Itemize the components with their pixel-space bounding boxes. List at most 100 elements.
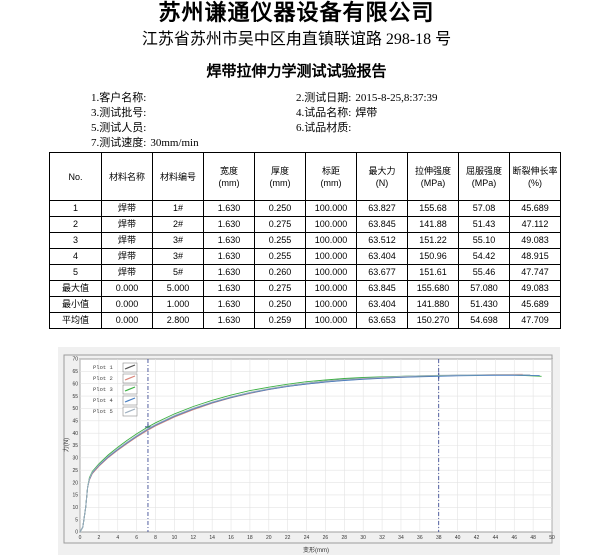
table-cell: 155.68 xyxy=(407,200,459,217)
table-cell: 63.677 xyxy=(356,264,408,281)
y-axis-label: 力(N) xyxy=(62,438,70,452)
info-batch: 3.测试批号: xyxy=(91,107,150,120)
table-row: 2 焊带 2# 1.630 0.275 100.000 63.845 141.88 51.43 4… xyxy=(49,216,561,233)
series-group xyxy=(79,373,542,533)
table-cell: 1.630 xyxy=(203,232,255,249)
speed-label: 7.测试速度: xyxy=(91,137,147,149)
tester-label: 5.测试人员: xyxy=(91,122,147,134)
x-tick-label: 36 xyxy=(417,535,423,541)
table-header-cell: 材料编号 xyxy=(152,152,204,201)
table-cell: 151.22 xyxy=(407,232,459,249)
table-cell: 0.259 xyxy=(254,312,306,329)
series-line-4 xyxy=(79,374,540,533)
material-label: 6.试品材质: xyxy=(296,122,352,134)
y-tick-label: 0 xyxy=(75,530,78,536)
x-tick-label: 40 xyxy=(455,535,461,541)
legend-label: Plot 5 xyxy=(93,408,113,415)
info-date: 2.测试日期: 2015-8-25,8:37:39 xyxy=(296,92,438,105)
x-tick-label: 0 xyxy=(79,535,82,541)
x-tick-label: 2 xyxy=(97,535,100,541)
table-row: 4 焊带 3# 1.630 0.255 100.000 63.404 150.96 54.42 4… xyxy=(49,248,561,265)
table-cell: 51.430 xyxy=(458,296,510,313)
table-cell: 63.404 xyxy=(356,248,408,265)
legend-swatch-line xyxy=(124,397,136,403)
table-header-cell: 标距 (mm) xyxy=(305,152,357,201)
table-cell: 1.630 xyxy=(203,248,255,265)
y-tick-label: 50 xyxy=(72,406,78,412)
table-header-cell: 厚度 (mm) xyxy=(254,152,306,201)
table-cell: 63.845 xyxy=(356,216,408,233)
table-cell: 141.88 xyxy=(407,216,459,233)
table-cell: 0.000 xyxy=(101,312,153,329)
table-cell: 4 xyxy=(49,248,102,265)
table-row: 最小值 0.000 1.000 1.630 0.250 100.000 63.404 141.… xyxy=(49,296,561,313)
table-cell: 47.747 xyxy=(509,264,561,281)
table-cell: 63.512 xyxy=(356,232,408,249)
x-tick-label: 18 xyxy=(247,535,253,541)
table-cell: 平均值 xyxy=(49,312,102,329)
table-header-cell: No. xyxy=(49,152,102,201)
table-cell: 100.000 xyxy=(305,280,357,297)
legend-swatch-line xyxy=(124,364,136,370)
table-cell: 63.404 xyxy=(356,296,408,313)
table-body: 1 焊带 1# 1.630 0.250 100.000 63.827 155.68 57.08 4… xyxy=(49,200,561,329)
table-cell: 47.112 xyxy=(509,216,561,233)
x-tick-label: 34 xyxy=(398,535,404,541)
y-tick-label: 25 xyxy=(72,468,78,474)
table-header-cell: 宽度 (mm) xyxy=(203,152,255,201)
table-cell: 1.630 xyxy=(203,200,255,217)
y-tick-label: 60 xyxy=(72,381,78,387)
table-cell: 2 xyxy=(49,216,102,233)
table-header-cell: 断裂伸长率 (%) xyxy=(509,152,561,201)
table-cell: 0.000 xyxy=(101,280,153,297)
x-tick-label: 30 xyxy=(360,535,366,541)
y-tick-label: 70 xyxy=(72,357,78,363)
table-cell: 155.680 xyxy=(407,280,459,297)
table-cell: 55.10 xyxy=(458,232,510,249)
table-cell: 1.000 xyxy=(152,296,204,313)
table-cell: 1.630 xyxy=(203,296,255,313)
x-tick-label: 48 xyxy=(530,535,536,541)
table-cell: 49.083 xyxy=(509,280,561,297)
table-cell: 100.000 xyxy=(305,200,357,217)
table-row: 平均值 0.000 2.800 1.630 0.259 100.000 63.653 150.… xyxy=(49,312,561,329)
y-tick-label: 55 xyxy=(72,394,78,400)
table-cell: 45.689 xyxy=(509,200,561,217)
legend-label: Plot 1 xyxy=(93,364,114,371)
table-cell: 1.630 xyxy=(203,264,255,281)
company-name: 苏州谦通仪器设备有限公司 xyxy=(158,0,435,25)
table-cell: 100.000 xyxy=(305,296,357,313)
results-table: No. 材料名称 材料编号 宽度 (mm) 厚度 (mm) 标距 (mm) 最大力 (N) 拉… xyxy=(49,152,561,329)
legend: Plot 1 Plot 2 Plot 3 Plot 4 Plot 5 xyxy=(93,362,138,417)
y-tick-label: 35 xyxy=(72,443,78,449)
table-cell: 3 xyxy=(49,232,102,249)
table-cell: 63.653 xyxy=(356,312,408,329)
legend-swatch-line xyxy=(124,386,136,392)
y-tick-label: 15 xyxy=(72,493,78,499)
table-cell: 48.915 xyxy=(509,248,561,265)
x-tick-label: 44 xyxy=(493,535,499,541)
table-cell: 焊带 xyxy=(101,232,153,249)
legend-swatch-line xyxy=(124,408,136,414)
table-header-cell: 最大力 (N) xyxy=(356,152,408,201)
table-cell: 100.000 xyxy=(305,312,357,329)
legend-label: Plot 4 xyxy=(93,397,114,404)
y-tick-label: 30 xyxy=(72,456,78,462)
table-cell: 1.630 xyxy=(203,216,255,233)
table-row: 3 焊带 3# 1.630 0.255 100.000 63.512 151.22 55.10 4… xyxy=(49,232,561,249)
grid-lines xyxy=(79,358,553,533)
info-speed: 7.测试速度: 30mm/min xyxy=(91,137,199,150)
x-tick-label: 12 xyxy=(190,535,196,541)
table-cell: 3# xyxy=(152,248,204,265)
client-label: 1.客户名称: xyxy=(91,92,147,104)
y-tick-label: 10 xyxy=(72,505,78,511)
x-tick-label: 38 xyxy=(436,535,442,541)
y-tick-label: 5 xyxy=(75,517,78,523)
x-tick-label: 50 xyxy=(549,535,555,541)
y-tick-label: 40 xyxy=(72,431,78,437)
table-row: 最大值 0.000 5.000 1.630 0.275 100.000 63.845 155.… xyxy=(49,280,561,297)
y-tick-label: 45 xyxy=(72,418,78,424)
x-tick-label: 28 xyxy=(342,535,348,541)
x-tick-label: 22 xyxy=(285,535,291,541)
series-line-5 xyxy=(79,374,531,533)
